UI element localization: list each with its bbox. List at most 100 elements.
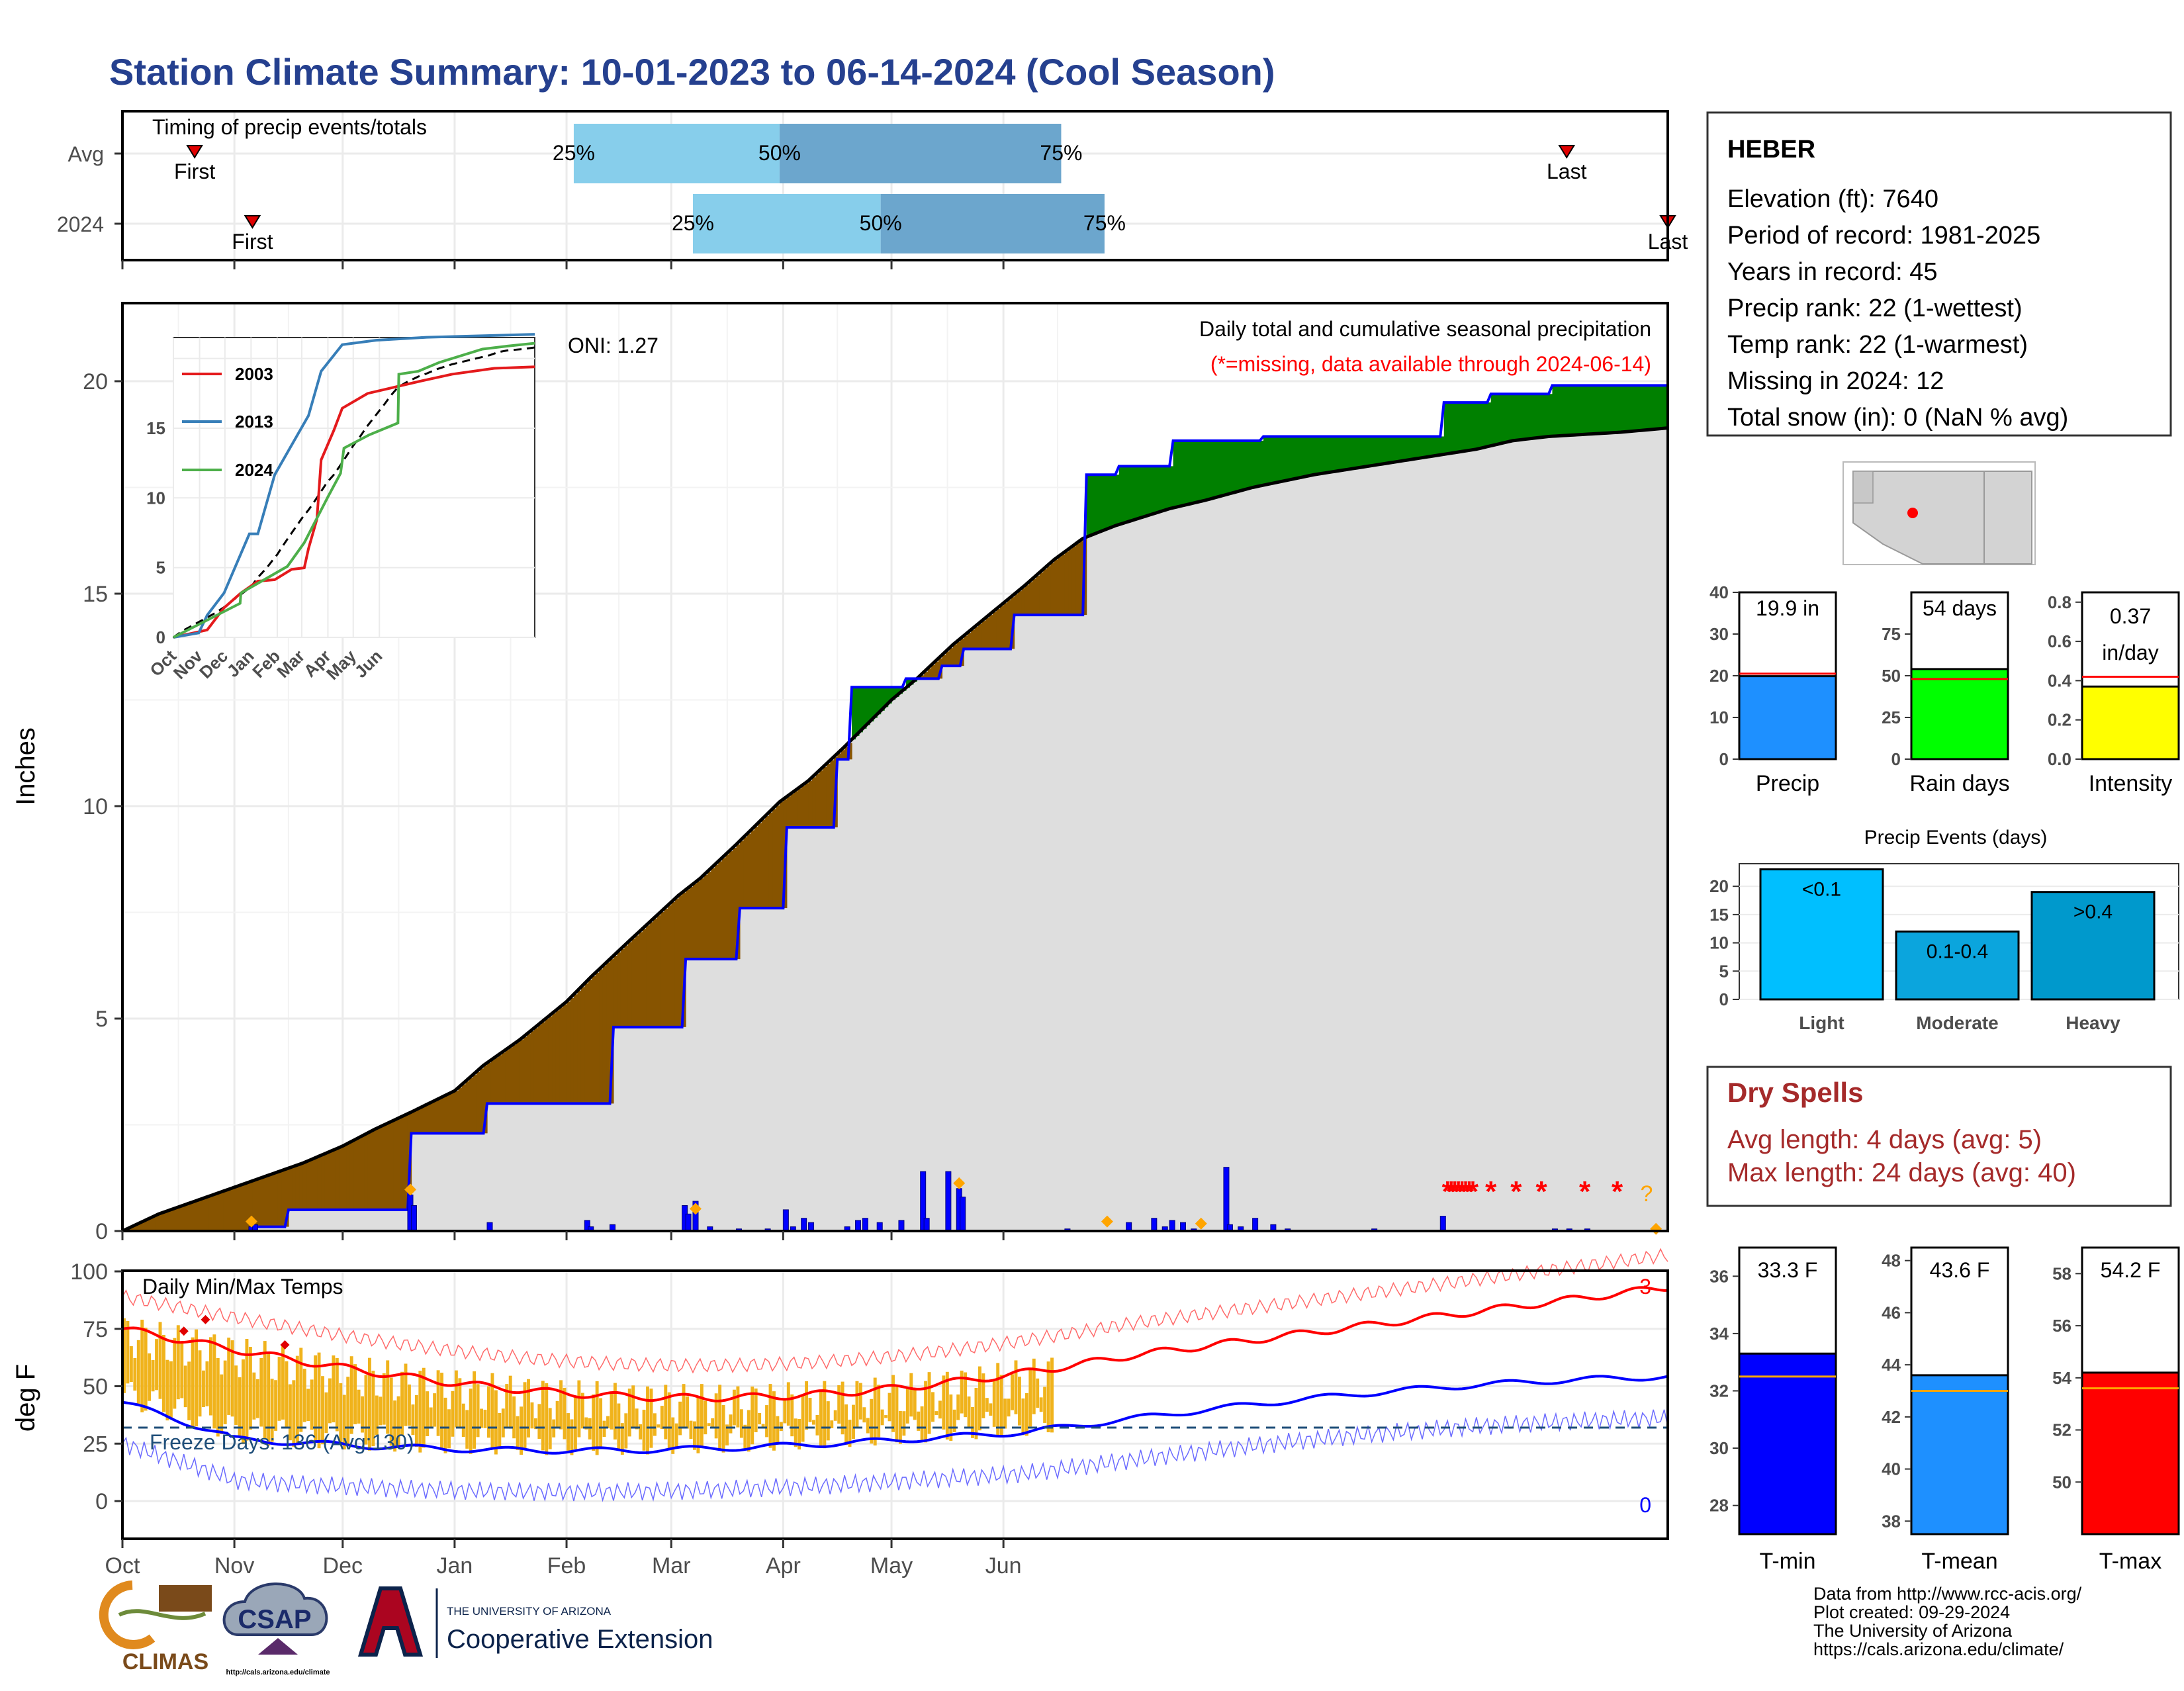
daily-temp-bar xyxy=(335,1357,339,1432)
daily-temp-bar xyxy=(400,1371,404,1436)
missing-day-marker: * xyxy=(1460,1175,1472,1208)
precip-surplus-area xyxy=(1462,402,1467,452)
precip-deficit-area xyxy=(617,952,621,1027)
precip-deficit-area xyxy=(765,815,770,909)
precip-surplus-area xyxy=(1339,436,1343,471)
daily-temp-bar xyxy=(248,1346,252,1430)
daily-temp-bar xyxy=(469,1389,473,1454)
precip-deficit-area xyxy=(516,1042,520,1104)
daily-temp-bar xyxy=(371,1371,375,1447)
daily-temp-bar xyxy=(700,1384,704,1447)
daily-temp-bar xyxy=(801,1394,805,1442)
precip-deficit-area xyxy=(934,661,939,679)
precip-surplus-area xyxy=(877,687,882,715)
precip-deficit-area xyxy=(563,1004,567,1104)
daily-temp-bar xyxy=(349,1356,353,1434)
precip-surplus-area xyxy=(1653,385,1658,430)
precip-deficit-area xyxy=(1054,559,1058,616)
precip-surplus-area xyxy=(1256,440,1261,487)
precip-surplus-area xyxy=(887,687,892,704)
precip-ytick: 0 xyxy=(95,1219,108,1244)
precip-deficit-area xyxy=(952,645,957,666)
precip-deficit-area xyxy=(974,627,979,649)
daily-temp-bar xyxy=(389,1377,393,1446)
mini-bar-ytick: 0.8 xyxy=(2048,592,2071,612)
daily-temp-bar xyxy=(848,1420,852,1447)
precip-surplus-area xyxy=(1512,394,1517,441)
daily-temp-bar xyxy=(396,1396,400,1447)
precip-surplus-area xyxy=(1299,436,1304,478)
ua-big-text: Cooperative Extension xyxy=(447,1625,713,1654)
daily-temp-bar xyxy=(563,1387,567,1440)
precip-deficit-area xyxy=(1079,541,1083,616)
figure-title: Station Climate Summary: 10-01-2023 to 0… xyxy=(109,51,1275,93)
temp-bar-ytick: 42 xyxy=(1882,1407,1901,1427)
daily-temp-bar xyxy=(285,1361,289,1428)
precip-surplus-area xyxy=(1227,440,1232,494)
daily-temp-bar xyxy=(584,1417,588,1430)
daily-temp-bar xyxy=(844,1404,848,1445)
ua-small-text: THE UNIVERSITY OF ARIZONA xyxy=(447,1605,612,1618)
daily-temp-bar xyxy=(494,1390,498,1455)
daily-precip-bar xyxy=(1151,1218,1158,1232)
temp-bar-label: T-mean xyxy=(1921,1549,1997,1574)
daily-temp-bar xyxy=(242,1359,245,1444)
precip-deficit-area xyxy=(797,788,802,828)
precip-deficit-area xyxy=(1050,563,1055,616)
precip-deficit-area xyxy=(165,1211,170,1231)
daily-temp-bar xyxy=(1003,1398,1007,1429)
precip-deficit-area xyxy=(830,760,835,828)
precip-surplus-area xyxy=(1093,475,1098,535)
daily-temp-bar xyxy=(393,1400,397,1452)
precip-surplus-area xyxy=(880,687,885,711)
precip-deficit-area xyxy=(689,886,694,960)
precip-deficit-area xyxy=(508,1047,513,1104)
precip-deficit-area xyxy=(758,823,762,909)
timing-bar-25-50 xyxy=(573,124,780,183)
daily-precip-marker xyxy=(404,1183,416,1196)
precip-surplus-area xyxy=(1249,440,1253,488)
precip-surplus-area xyxy=(1191,440,1195,504)
precip-surplus-area xyxy=(1321,436,1326,474)
precip-ytick: 10 xyxy=(83,794,108,819)
daily-temp-bar xyxy=(761,1424,765,1427)
daily-temp-bar xyxy=(776,1416,780,1443)
timing-bar-50-75 xyxy=(880,194,1105,253)
precip-deficit-area xyxy=(989,615,993,649)
timing-q50-label: 50% xyxy=(860,211,902,235)
csap-wordmark: CSAP xyxy=(238,1605,311,1634)
precip-surplus-area xyxy=(1368,436,1373,467)
daily-temp-bar xyxy=(339,1383,343,1443)
precip-surplus-area xyxy=(1332,436,1336,472)
precip-surplus-area xyxy=(1306,436,1311,477)
daily-temp-bar xyxy=(148,1353,152,1401)
precip-deficit-area xyxy=(270,1174,275,1227)
precip-deficit-area xyxy=(520,1040,524,1104)
precip-deficit-area xyxy=(263,1177,267,1227)
precip-deficit-area xyxy=(223,1191,228,1231)
precip-deficit-area xyxy=(404,1115,408,1210)
precip-deficit-area xyxy=(494,1058,498,1104)
precip-deficit-area xyxy=(812,777,817,828)
precip-surplus-area xyxy=(1523,394,1527,439)
daily-temp-bar xyxy=(837,1385,841,1424)
station-info-line: Total snow (in): 0 (NaN % avg) xyxy=(1727,404,2068,432)
timing-last-marker xyxy=(1558,145,1576,159)
daily-temp-bar xyxy=(426,1391,430,1437)
precip-deficit-area xyxy=(490,1060,495,1104)
temp-avg-min-line xyxy=(122,1375,1668,1455)
daily-temp-bar xyxy=(917,1411,921,1431)
precip-deficit-area xyxy=(751,830,755,909)
precip-deficit-area xyxy=(195,1201,199,1231)
precip-surplus-area xyxy=(1451,402,1455,453)
daily-temp-bar xyxy=(180,1342,184,1398)
precip-surplus-area xyxy=(1505,394,1510,443)
precip-deficit-area xyxy=(389,1122,394,1210)
precip-surplus-area xyxy=(852,687,856,740)
daily-temp-bar xyxy=(602,1420,606,1438)
mini-bar-ytick: 20 xyxy=(1709,666,1729,686)
daily-temp-bar xyxy=(858,1383,862,1420)
precip-deficit-area xyxy=(208,1196,213,1231)
precip-deficit-area xyxy=(216,1193,220,1231)
daily-temp-bar xyxy=(1036,1378,1040,1408)
